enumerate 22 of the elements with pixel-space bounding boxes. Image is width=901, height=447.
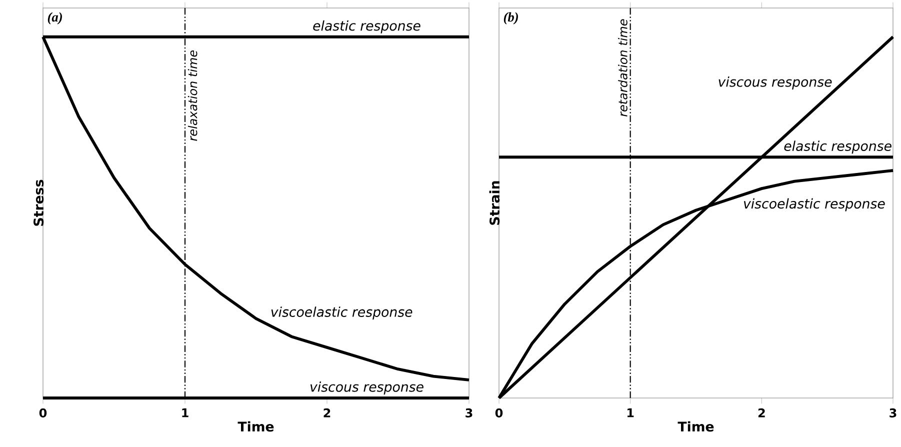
series-label: viscous response	[310, 382, 424, 394]
series-label: viscoelastic response	[744, 198, 885, 212]
series-label: viscous response	[718, 76, 832, 90]
x-tick-label: 2	[324, 408, 330, 418]
y-axis-title: Strain	[489, 181, 500, 225]
ref-line-label: relaxation time	[188, 50, 198, 141]
x-tick-label: 1	[182, 408, 188, 418]
series-label: viscoelastic response	[271, 306, 412, 320]
x-tick-label: 0	[39, 408, 47, 418]
x-tick-label: 3	[890, 408, 896, 418]
x-tick-label: 0	[495, 408, 503, 418]
ref-line-label: retardation time	[618, 19, 628, 117]
chart-title: (a)	[48, 12, 62, 24]
x-axis-title: Time	[678, 421, 714, 432]
series-label: elastic response	[313, 20, 420, 34]
x-tick-label: 1	[628, 408, 634, 418]
y-axis-title: Stress	[34, 180, 44, 226]
x-axis-title: Time	[238, 421, 274, 432]
series-label: elastic response	[784, 140, 892, 154]
x-tick-label: 2	[758, 408, 765, 418]
x-tick-label: 3	[466, 408, 472, 418]
chart-title: (b)	[504, 12, 518, 24]
